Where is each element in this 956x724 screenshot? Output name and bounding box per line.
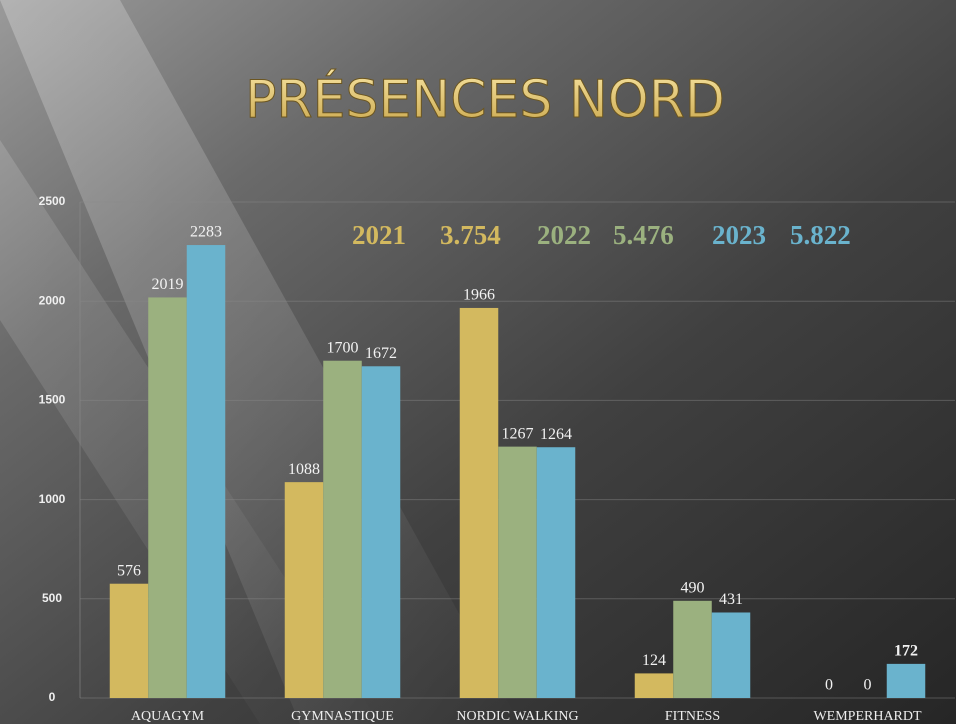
bar (361, 366, 401, 698)
value-label: 490 (681, 579, 705, 596)
bar (459, 307, 499, 698)
value-label: 0 (825, 677, 833, 694)
value-label: 1267 (502, 425, 534, 442)
bar (886, 663, 926, 698)
bar (711, 612, 751, 698)
bar (498, 446, 537, 698)
x-tick-label: FITNESS (665, 709, 720, 724)
y-tick-label: 2000 (39, 293, 66, 307)
legend-label: 2022 (537, 220, 591, 250)
chart-title: PRÉSENCES NORD (245, 69, 725, 130)
bar (148, 297, 187, 698)
bar (284, 482, 324, 698)
value-label: 2283 (190, 224, 222, 241)
legend-total: 5.476 (613, 220, 674, 250)
x-tick-label: GYMNASTIQUE (291, 709, 394, 724)
legend-label: 2023 (712, 220, 766, 250)
value-label: 1088 (288, 461, 320, 478)
x-tick-label: NORDIC WALKING (456, 709, 578, 724)
y-tick-label: 1000 (39, 492, 66, 506)
y-tick-label: 0 (49, 690, 56, 704)
value-label: 576 (117, 562, 141, 579)
bar (323, 360, 362, 698)
value-label: 2019 (152, 276, 184, 293)
value-label: 1700 (327, 339, 359, 356)
x-tick-label: WEMPERHARDT (813, 709, 922, 724)
value-label: 172 (894, 643, 918, 660)
value-label: 1264 (540, 426, 572, 443)
bar (536, 447, 576, 698)
value-label: 1672 (365, 345, 397, 362)
bar (634, 673, 674, 698)
legend-label: 2021 (352, 220, 406, 250)
bar (186, 245, 226, 698)
value-label: 124 (642, 652, 666, 669)
y-tick-label: 2500 (39, 194, 66, 208)
y-tick-label: 1500 (39, 393, 66, 407)
value-label: 431 (719, 591, 743, 608)
bar (673, 600, 712, 698)
value-label: 0 (864, 677, 872, 694)
legend-total: 3.754 (440, 220, 501, 250)
value-label: 1966 (463, 287, 495, 304)
x-tick-label: AQUAGYM (131, 709, 205, 724)
y-tick-label: 500 (42, 591, 62, 605)
bar (109, 583, 149, 698)
legend-total: 5.822 (790, 220, 851, 250)
